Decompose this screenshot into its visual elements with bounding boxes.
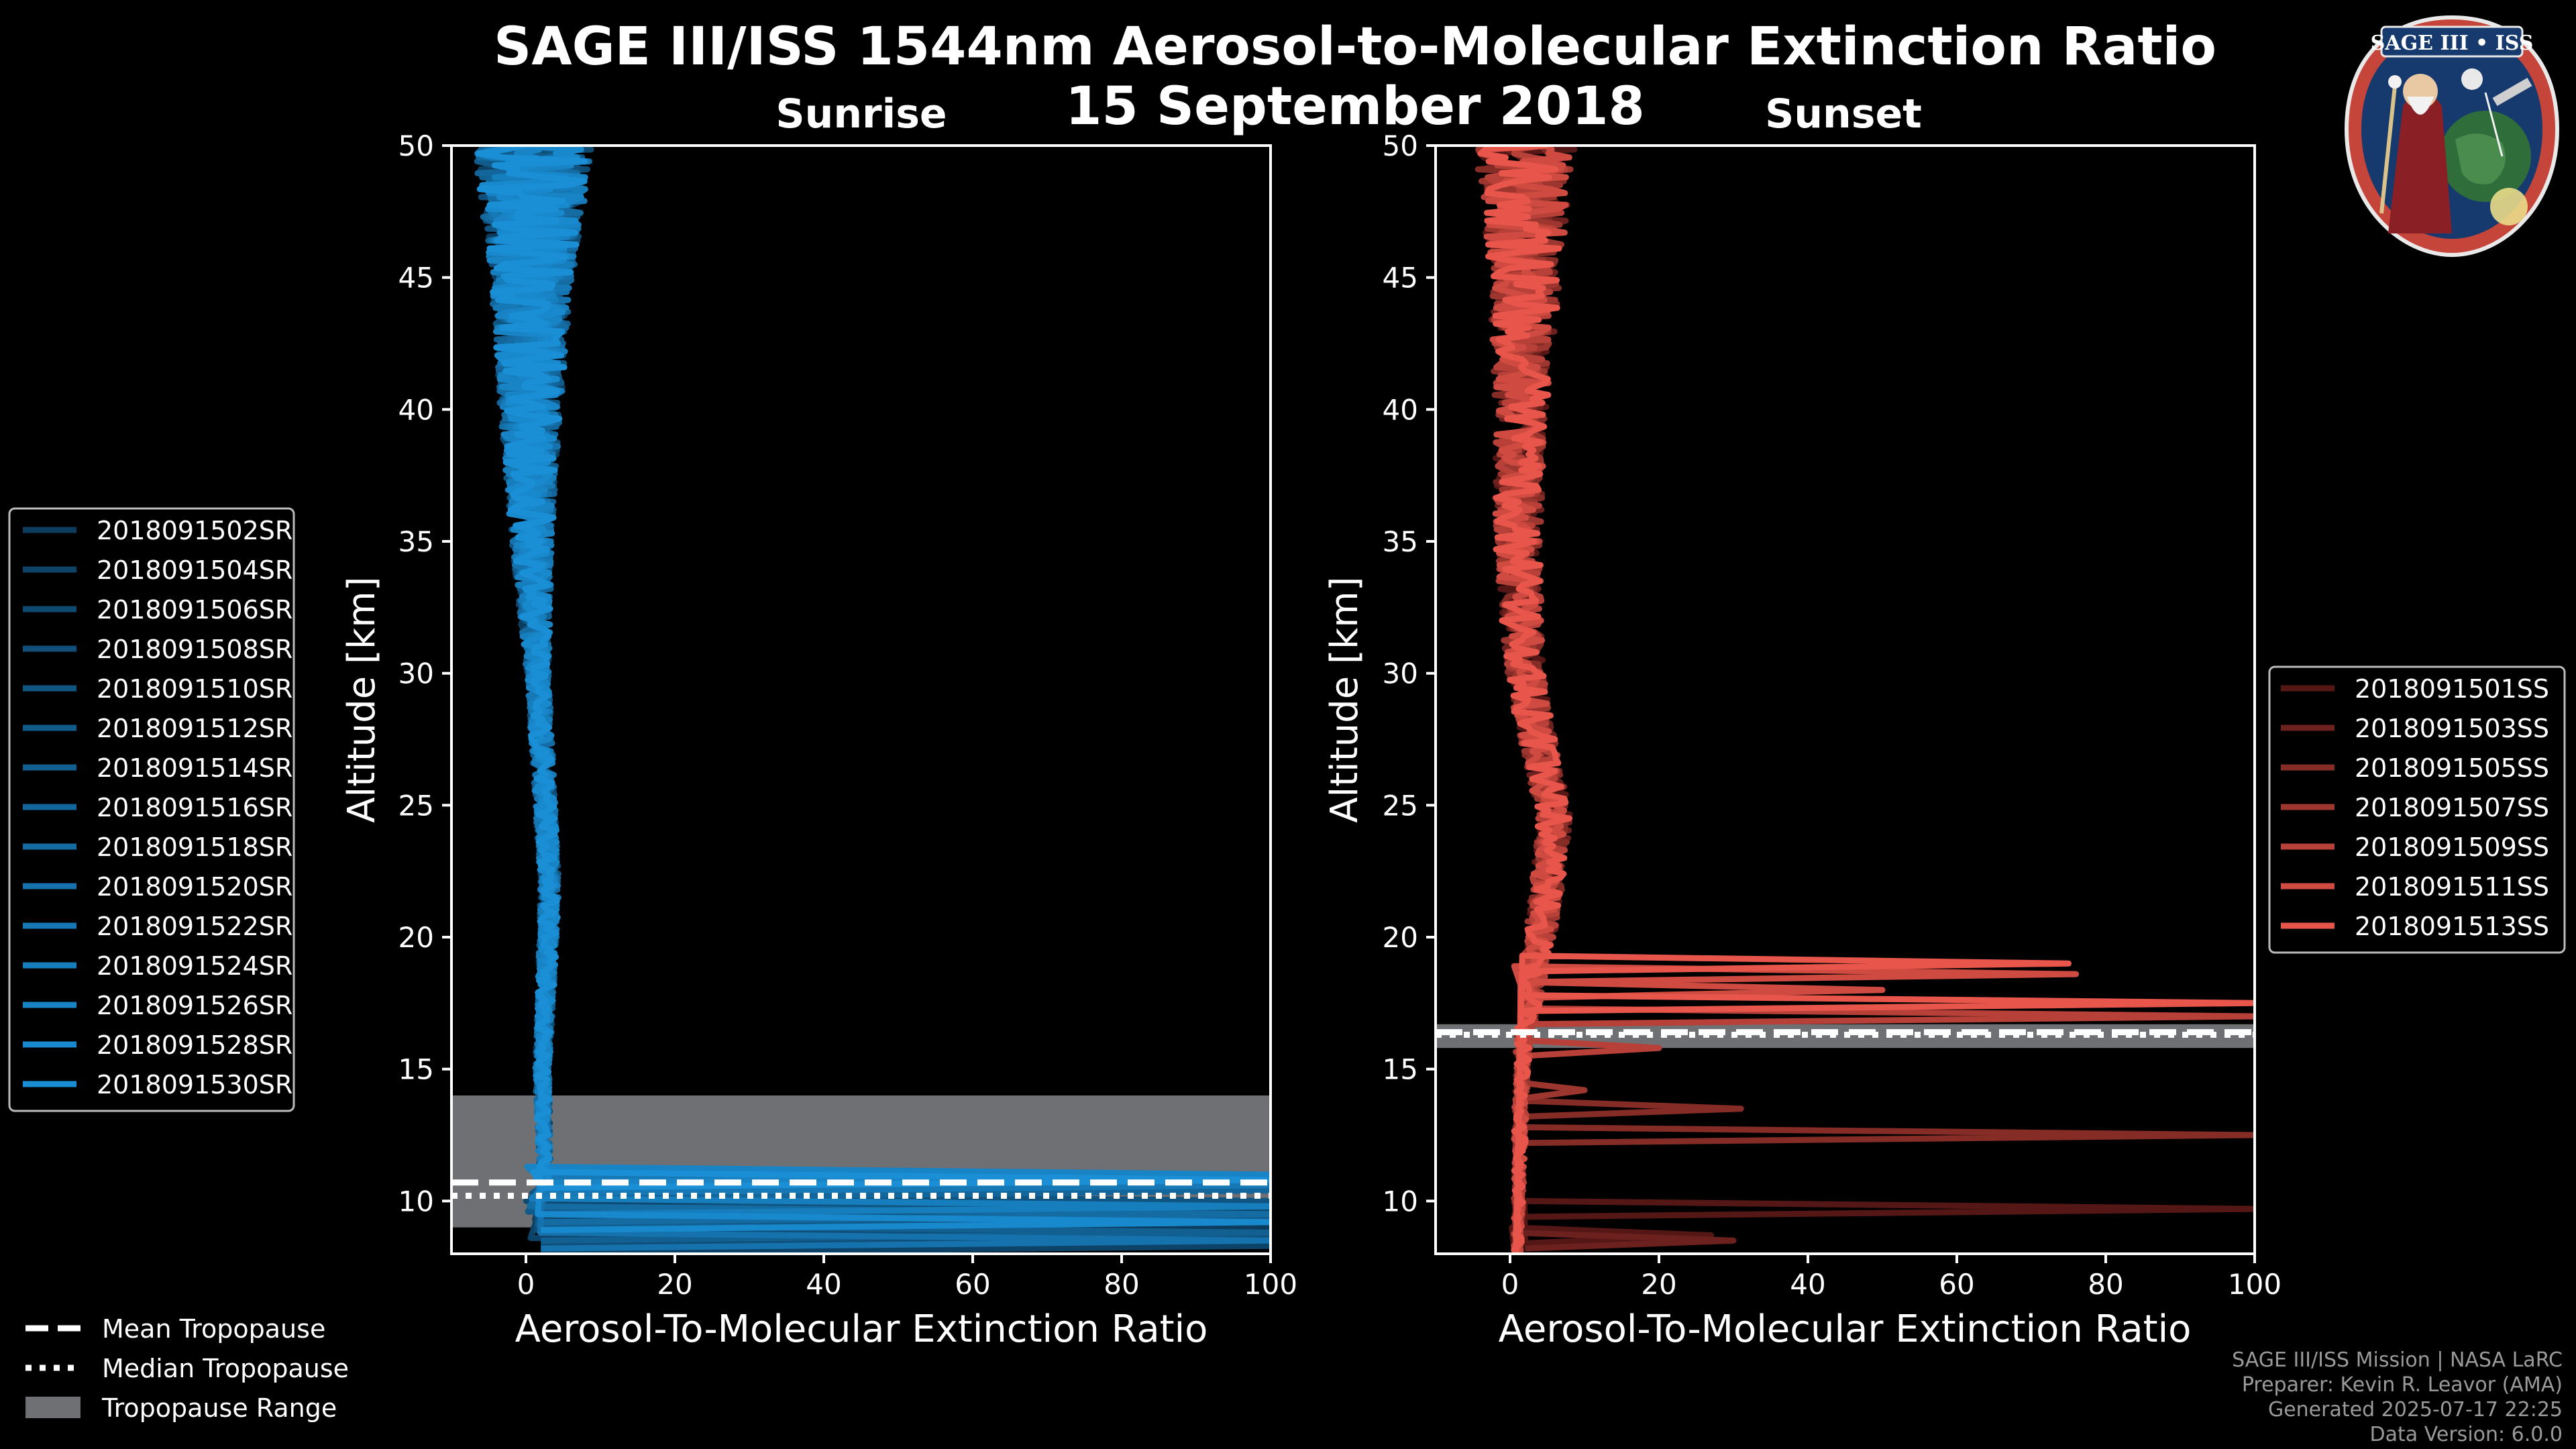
x-tick-label: 20 <box>657 1268 692 1301</box>
sunset-legend-frame <box>2268 665 2566 954</box>
x-tick-label: 40 <box>806 1268 841 1301</box>
legend-label-2018091528SR: 2018091528SR <box>97 1030 292 1060</box>
sunrise-plot-area <box>451 146 1271 1254</box>
legend-label-2018091524SR: 2018091524SR <box>97 951 292 981</box>
legend-label-2018091512SR: 2018091512SR <box>97 714 292 743</box>
sunrise-profiles <box>474 146 1271 1254</box>
legend-label-2018091501SS: 2018091501SS <box>2355 674 2549 704</box>
sunrise-plot: 0 20 40 60 80 100 10 15 20 25 30 35 40 45 50 Aerosol-T… <box>340 129 1297 1351</box>
y-tick-label: 50 <box>1383 129 1418 162</box>
sunset-plot-area <box>1436 146 2255 1254</box>
legend-label-2018091502SR: 2018091502SR <box>97 516 292 545</box>
x-tick-label: 80 <box>2088 1268 2123 1301</box>
legend-label-2018091514SR: 2018091514SR <box>97 753 292 783</box>
x-tick-label: 100 <box>2228 1268 2282 1301</box>
sunset-y-axis-label: Altitude [km] <box>1323 576 1366 822</box>
y-tick-label: 20 <box>398 921 434 954</box>
legend-label-tropopause: Tropopause Range <box>101 1393 337 1423</box>
x-tick-label: 40 <box>1790 1268 1825 1301</box>
sunset-profiles <box>1474 146 2255 1254</box>
legend-label-2018091510SR: 2018091510SR <box>97 674 292 704</box>
legend-label-2018091507SS: 2018091507SS <box>2355 793 2549 822</box>
sunrise-x-axis-label: Aerosol-To-Molecular Extinction Ratio <box>515 1307 1208 1351</box>
sunset-panel-title: Sunset <box>1765 91 1922 138</box>
y-tick-label: 35 <box>1383 525 1418 558</box>
x-tick-label: 0 <box>517 1268 535 1301</box>
x-tick-label: 0 <box>1501 1268 1519 1301</box>
y-tick-label: 45 <box>398 262 434 294</box>
sage-iii-iss-mission-logo: SAGE III • ISS <box>2344 15 2560 258</box>
legend-label-2018091518SR: 2018091518SR <box>97 833 292 862</box>
y-tick-label: 10 <box>1383 1185 1418 1218</box>
sunset-legend: 2018091501SS 2018091503SS 2018091505SS 2018… <box>2268 665 2566 954</box>
y-tick-label: 50 <box>398 129 434 162</box>
figure-title: SAGE III/ISS 1544nm Aerosol-to-Molecular… <box>494 17 2216 77</box>
profile-line-2018091513SS <box>1477 146 2255 1254</box>
sunrise-legend-frame <box>8 507 295 1112</box>
figure-date: 15 September 2018 <box>1065 76 1645 137</box>
legend-label-2018091530SR: 2018091530SR <box>97 1070 292 1099</box>
y-tick-label: 30 <box>1383 657 1418 690</box>
y-tick-label: 35 <box>398 525 434 558</box>
legend-label-2018091511SS: 2018091511SS <box>2355 872 2549 902</box>
y-tick-label: 15 <box>398 1053 434 1086</box>
credit-preparer: Preparer: Kevin R. Leavor (AMA) <box>2242 1373 2563 1397</box>
legend-label-2018091509SS: 2018091509SS <box>2355 833 2549 862</box>
legend-label-2018091520SR: 2018091520SR <box>97 872 292 902</box>
legend-label-2018091522SR: 2018091522SR <box>97 912 292 941</box>
y-tick-label: 40 <box>1383 393 1418 426</box>
credit-generated: Generated 2025-07-17 22:25 <box>2268 1398 2563 1421</box>
sunset-ticks: 0 20 40 60 80 100 10 15 20 25 30 35 40 45 50 <box>1383 129 2282 1301</box>
legend-label-2018091516SR: 2018091516SR <box>97 793 292 822</box>
sunset-plot: 0 20 40 60 80 100 10 15 20 25 30 35 40 45 50 Aerosol-T… <box>1323 129 2282 1351</box>
y-tick-label: 25 <box>1383 789 1418 822</box>
profile-line-2018091530SR <box>475 146 1271 1191</box>
sunrise-panel-title: Sunrise <box>775 91 947 138</box>
sunrise-y-axis-label: Altitude [km] <box>340 576 384 822</box>
legend-label-2018091508SR: 2018091508SR <box>97 635 292 664</box>
legend-swatch-range <box>25 1397 80 1418</box>
logo-title: SAGE III • ISS <box>2371 32 2534 55</box>
legend-label-2018091526SR: 2018091526SR <box>97 991 292 1020</box>
y-tick-label: 40 <box>398 393 434 426</box>
credits: SAGE III/ISS Mission | NASA LaRC Prepare… <box>2232 1348 2563 1446</box>
y-tick-label: 10 <box>398 1185 434 1218</box>
x-tick-label: 80 <box>1104 1268 1139 1301</box>
legend-label-2018091506SR: 2018091506SR <box>97 595 292 625</box>
x-tick-label: 60 <box>1939 1268 1974 1301</box>
x-tick-label: 100 <box>1244 1268 1297 1301</box>
legend-label-tropopause: Median Tropopause <box>102 1354 349 1383</box>
sunrise-axes-frame <box>450 144 1272 1255</box>
y-tick-label: 25 <box>398 789 434 822</box>
legend-label-2018091505SS: 2018091505SS <box>2355 753 2549 783</box>
sunset-x-axis-label: Aerosol-To-Molecular Extinction Ratio <box>1499 1307 2192 1351</box>
credit-data-version: Data Version: 6.0.0 <box>2370 1423 2563 1446</box>
legend-label-2018091503SS: 2018091503SS <box>2355 714 2549 743</box>
legend-label-tropopause: Mean Tropopause <box>102 1314 325 1344</box>
sunrise-legend: 2018091502SR 2018091504SR 2018091506SR 2018… <box>8 507 295 1112</box>
y-tick-label: 20 <box>1383 921 1418 954</box>
sunrise-ticks: 0 20 40 60 80 100 10 15 20 25 30 35 40 45 50 <box>398 129 1298 1301</box>
tropopause-legend: Mean Tropopause Median Tropopause Tropopau… <box>25 1314 349 1423</box>
y-tick-label: 30 <box>398 657 434 690</box>
y-tick-label: 45 <box>1383 262 1418 294</box>
legend-label-2018091513SS: 2018091513SS <box>2355 912 2549 941</box>
x-tick-label: 60 <box>955 1268 990 1301</box>
sunset-axes-frame <box>1434 144 2256 1255</box>
x-tick-label: 20 <box>1641 1268 1676 1301</box>
y-tick-label: 15 <box>1383 1053 1418 1086</box>
legend-label-2018091504SR: 2018091504SR <box>97 555 292 585</box>
credit-mission: SAGE III/ISS Mission | NASA LaRC <box>2232 1348 2563 1372</box>
